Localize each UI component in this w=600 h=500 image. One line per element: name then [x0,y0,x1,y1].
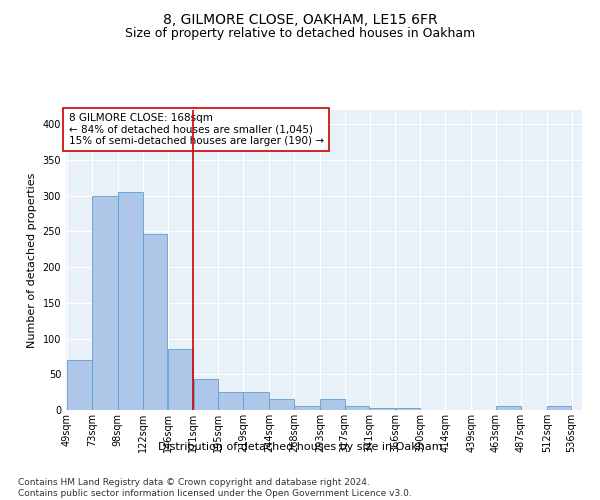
Bar [547,406,571,410]
Bar [194,380,218,410]
Text: 8 GILMORE CLOSE: 168sqm
← 84% of detached houses are smaller (1,045)
15% of semi: 8 GILMORE CLOSE: 168sqm ← 84% of detache… [68,113,323,146]
Bar [67,360,92,410]
Text: Distribution of detached houses by size in Oakham: Distribution of detached houses by size … [158,442,442,452]
Bar [320,400,344,410]
Bar [269,400,294,410]
Bar [496,406,521,410]
Bar [345,406,370,410]
Bar [92,196,118,410]
Bar [118,192,143,410]
Bar [167,350,193,410]
Y-axis label: Number of detached properties: Number of detached properties [27,172,37,348]
Bar [370,408,395,410]
Bar [218,392,243,410]
Bar [395,408,420,410]
Bar [244,392,269,410]
Text: Contains HM Land Registry data © Crown copyright and database right 2024.
Contai: Contains HM Land Registry data © Crown c… [18,478,412,498]
Bar [294,406,320,410]
Text: 8, GILMORE CLOSE, OAKHAM, LE15 6FR: 8, GILMORE CLOSE, OAKHAM, LE15 6FR [163,12,437,26]
Bar [143,234,167,410]
Text: Size of property relative to detached houses in Oakham: Size of property relative to detached ho… [125,28,475,40]
